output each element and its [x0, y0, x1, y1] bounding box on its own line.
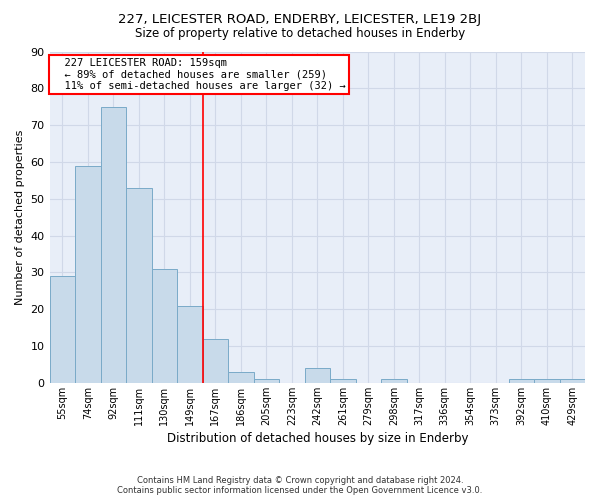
Bar	[50, 276, 75, 383]
Bar	[254, 379, 279, 383]
Bar	[330, 379, 356, 383]
Bar	[177, 306, 203, 383]
Bar	[381, 379, 407, 383]
Bar	[534, 379, 560, 383]
Bar	[203, 338, 228, 383]
X-axis label: Distribution of detached houses by size in Enderby: Distribution of detached houses by size …	[167, 432, 468, 445]
Text: Size of property relative to detached houses in Enderby: Size of property relative to detached ho…	[135, 28, 465, 40]
Bar	[75, 166, 101, 383]
Y-axis label: Number of detached properties: Number of detached properties	[15, 130, 25, 305]
Bar	[152, 269, 177, 383]
Bar	[101, 106, 126, 383]
Text: 227 LEICESTER ROAD: 159sqm
  ← 89% of detached houses are smaller (259)
  11% of: 227 LEICESTER ROAD: 159sqm ← 89% of deta…	[52, 58, 346, 92]
Bar	[228, 372, 254, 383]
Text: Contains HM Land Registry data © Crown copyright and database right 2024.
Contai: Contains HM Land Registry data © Crown c…	[118, 476, 482, 495]
Bar	[305, 368, 330, 383]
Text: 227, LEICESTER ROAD, ENDERBY, LEICESTER, LE19 2BJ: 227, LEICESTER ROAD, ENDERBY, LEICESTER,…	[118, 12, 482, 26]
Bar	[126, 188, 152, 383]
Bar	[509, 379, 534, 383]
Bar	[560, 379, 585, 383]
